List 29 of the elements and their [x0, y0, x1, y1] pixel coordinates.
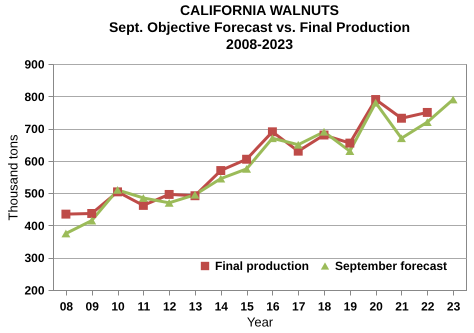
y-tick-label: 700 — [24, 122, 45, 136]
x-tick-label: 19 — [344, 300, 358, 314]
y-tick-label: 500 — [24, 186, 45, 201]
y-tick-label: 400 — [24, 218, 45, 233]
y-tick-label: 300 — [24, 251, 45, 266]
x-tick-label: 08 — [60, 300, 74, 314]
y-tick-label: 200 — [24, 284, 45, 298]
legend-label: Final production — [215, 259, 309, 273]
x-tick-label: 18 — [318, 300, 332, 314]
x-tick-label: 17 — [292, 300, 306, 314]
y-tick-label: 900 — [24, 58, 45, 72]
x-tick-label: 11 — [138, 300, 151, 314]
x-tick-label: 13 — [188, 300, 202, 314]
x-tick-label: 10 — [111, 300, 126, 314]
x-tick-label: 09 — [86, 300, 100, 314]
x-tick-label: 22 — [421, 300, 435, 314]
y-tick-label: 800 — [24, 90, 45, 104]
y-tick-label: 600 — [24, 154, 45, 168]
legend-label: September forecast — [335, 259, 448, 273]
x-tick-label: 20 — [369, 300, 384, 314]
chart-title: CALIFORNIA WALNUTS Sept. Objective Forecast vs. Final Production 2008-2023 — [108, 2, 410, 52]
x-tick-label: 16 — [266, 300, 280, 314]
x-tick-label: 12 — [162, 300, 177, 314]
x-tick-label: 15 — [240, 300, 254, 314]
x-tick-label: 14 — [214, 300, 228, 314]
y-axis-title: Thousand tons — [5, 134, 20, 221]
x-tick-label: 23 — [446, 300, 461, 314]
x-tick-label: 21 — [395, 300, 409, 314]
x-axis-title: Year — [246, 314, 274, 330]
